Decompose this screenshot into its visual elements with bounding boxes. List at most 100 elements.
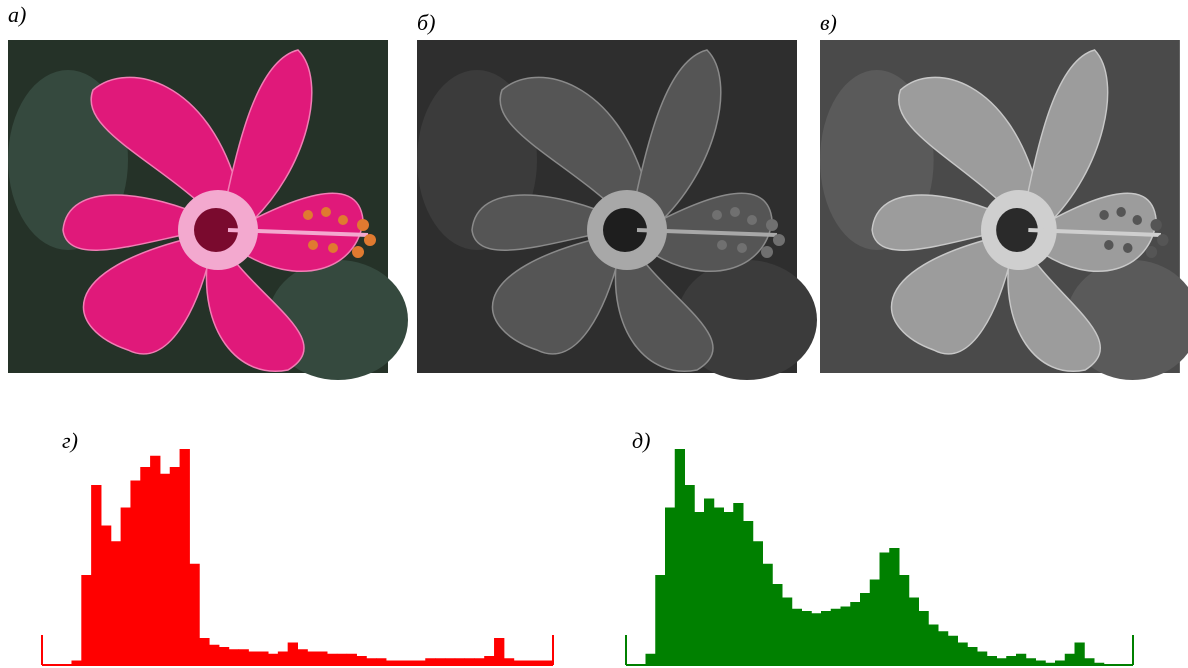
panel-label: б) (417, 10, 435, 35)
histogram-bar (958, 643, 968, 666)
histogram-bar (1036, 661, 1046, 666)
histogram-bar (655, 575, 665, 665)
histogram-bar (337, 654, 347, 665)
histogram-bar (977, 652, 987, 666)
histogram-bar (347, 654, 357, 665)
histogram-bar (406, 661, 416, 666)
histogram-bar (1075, 643, 1085, 666)
histogram-bar (474, 658, 484, 665)
histogram-bar (714, 508, 724, 666)
histogram-bar (987, 656, 997, 665)
panel-label: а) (8, 2, 26, 27)
histogram-bar (111, 541, 121, 665)
histogram-bar (327, 654, 337, 665)
histogram-bar (130, 481, 140, 666)
histogram-bar (425, 658, 435, 665)
histogram-bar (533, 661, 543, 666)
histogram-bar (258, 652, 268, 666)
photo-channel-1 (417, 40, 817, 380)
histogram-bar (967, 647, 977, 665)
histogram-bar (704, 499, 714, 666)
panel-label: в) (820, 10, 837, 35)
histogram-bar (524, 661, 534, 666)
histogram-bar (870, 580, 880, 666)
histogram-bar (831, 609, 841, 665)
histogram-bar (494, 638, 504, 665)
histogram-bar (376, 658, 386, 665)
panel-label: г) (62, 428, 78, 453)
photo-color (8, 40, 408, 380)
page: {"panels": [{"label": "а)"}, {"label": "… (0, 0, 1188, 668)
histogram-bar (1055, 661, 1065, 666)
histogram-bar (209, 645, 219, 665)
figure: а) б) в) г) д) (0, 0, 1188, 668)
histogram-bar (753, 541, 763, 665)
histogram-bar (1094, 663, 1104, 665)
histogram-bar (685, 485, 695, 665)
histogram-bar (229, 649, 239, 665)
histogram-bar (821, 611, 831, 665)
histogram-bar (802, 611, 812, 665)
histogram-bar (298, 649, 308, 665)
histogram-bar (455, 658, 465, 665)
histogram-bar (268, 654, 278, 665)
histogram-bar (435, 658, 445, 665)
histogram-bar (763, 564, 773, 665)
histogram-bar (189, 564, 199, 665)
histogram-bar (160, 474, 170, 665)
histogram-bar (1065, 654, 1075, 665)
histogram-bar (850, 602, 860, 665)
histogram-bar (543, 661, 553, 666)
histogram-bar (948, 636, 958, 665)
histogram-bar (1045, 663, 1055, 665)
histogram-bar (396, 661, 406, 666)
histogram-bar (880, 553, 890, 666)
histogram-bar (239, 649, 249, 665)
histogram-bar (919, 611, 929, 665)
histogram-bar (675, 449, 685, 665)
histogram-bar (889, 548, 899, 665)
histogram-bar (366, 658, 376, 665)
histogram-bar (504, 658, 514, 665)
histogram-bar (1016, 654, 1026, 665)
histogram-bar (121, 508, 131, 666)
histogram-bar (772, 584, 782, 665)
histogram-bar (514, 661, 524, 666)
histogram-bar (307, 652, 317, 666)
histogram-bar (733, 503, 743, 665)
histogram-bar (288, 643, 298, 666)
histogram-bar (356, 656, 366, 665)
histogram-bar (317, 652, 327, 666)
histogram-bar (101, 526, 111, 666)
histogram-bar (248, 652, 258, 666)
histogram-bar (860, 593, 870, 665)
histogram-bar (997, 658, 1007, 665)
histogram-bar (646, 654, 656, 665)
histogram-bar (665, 508, 675, 666)
histogram-bar (724, 512, 734, 665)
histogram-bar (484, 656, 494, 665)
histogram-bar (1026, 658, 1036, 665)
histogram-bar (899, 575, 909, 665)
histogram-bar (91, 485, 101, 665)
histogram-bar (782, 598, 792, 666)
histogram-bar (415, 661, 425, 666)
histogram-bar (81, 575, 91, 665)
histogram-bar (71, 661, 81, 666)
histogram-bar (180, 449, 190, 665)
panel-label: д) (632, 428, 650, 453)
histogram-bar (219, 647, 229, 665)
histogram-bar (386, 661, 396, 666)
histogram-bar (199, 638, 209, 665)
histogram-bar (928, 625, 938, 666)
histogram-bar (1084, 658, 1094, 665)
histogram-bar (938, 631, 948, 665)
histogram-bar (445, 658, 455, 665)
histogram-bar (170, 467, 180, 665)
histogram-bar (841, 607, 851, 666)
histogram-bar (140, 467, 150, 665)
histogram-bar (792, 609, 802, 665)
photo-channel-2 (820, 40, 1188, 380)
histogram-bar (811, 613, 821, 665)
histogram-bar (150, 456, 160, 665)
